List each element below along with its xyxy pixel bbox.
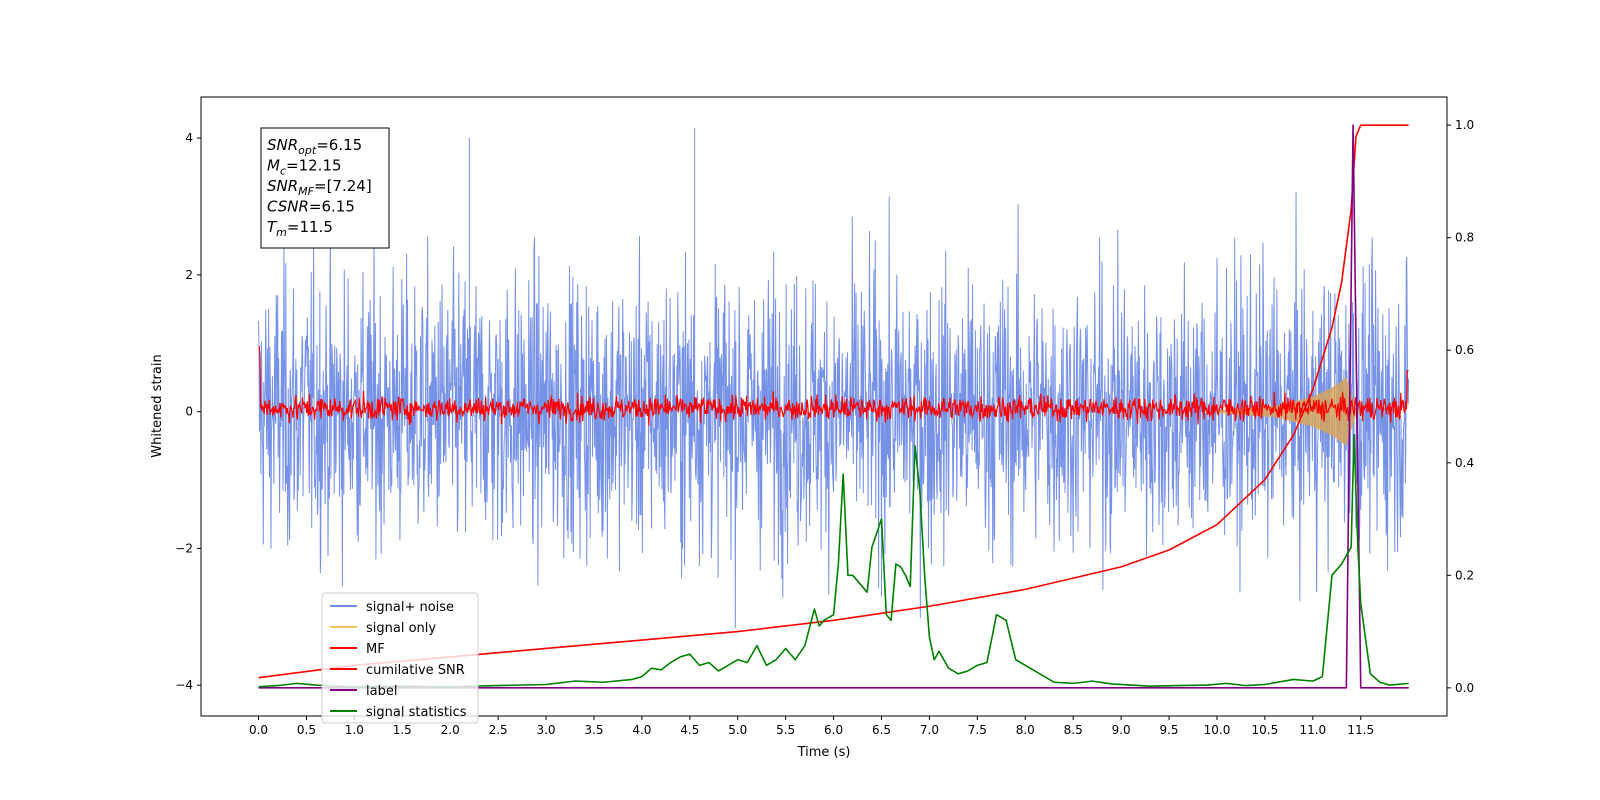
- annotation-line: CSNR=6.15: [267, 198, 355, 216]
- legend-label: signal statistics: [366, 705, 467, 720]
- y-axis-left: 4 2 0 −2 −4: [175, 131, 201, 692]
- x-tick-label: 6.5: [872, 723, 891, 737]
- y-right-tick-label: 0.2: [1455, 568, 1474, 582]
- x-axis-label: Time (s): [797, 745, 851, 760]
- x-tick-label: 1.0: [345, 723, 364, 737]
- x-tick-label: 11.0: [1299, 723, 1326, 737]
- legend-frame: [321, 592, 479, 724]
- x-axis: 0.0 0.5 1.0 1.5 2.0 2.5 3.0 3.5 4.0 4.5 5.0 5.5 6.0 6…: [249, 716, 1374, 737]
- x-tick-label: 2.0: [441, 723, 460, 737]
- y-axis-label: Whitened strain: [150, 354, 165, 457]
- annotation-frame: [260, 127, 390, 249]
- x-tick-label: 0.0: [249, 723, 268, 737]
- plot-frame: [200, 96, 1448, 717]
- x-tick-label: 10.5: [1252, 723, 1279, 737]
- legend-label: signal+ noise: [366, 600, 454, 615]
- y-right-tick-label: 0.6: [1455, 343, 1474, 357]
- x-tick-label: 7.5: [968, 723, 987, 737]
- x-tick-label: 0.5: [297, 723, 316, 737]
- x-tick-label: 10.0: [1204, 723, 1231, 737]
- y-tick-label: 4: [185, 131, 193, 145]
- x-tick-label: 5.0: [728, 723, 747, 737]
- legend-label: cumilative SNR: [366, 663, 465, 678]
- noise-trace: [258, 127, 1410, 628]
- x-tick-label: 4.5: [680, 723, 699, 737]
- annotation-line: SNRMF=[7.24]: [267, 177, 372, 198]
- x-tick-label: 4.0: [632, 723, 651, 737]
- x-tick-label: 9.5: [1159, 723, 1178, 737]
- x-tick-label: 11.5: [1347, 723, 1374, 737]
- y-right-tick-label: 0.4: [1455, 456, 1474, 470]
- x-tick-label: 3.0: [536, 723, 555, 737]
- x-tick-label: 2.5: [489, 723, 508, 737]
- x-tick-label: 6.0: [824, 723, 843, 737]
- annotation-line: Tm=11.5: [267, 218, 333, 239]
- x-tick-label: 8.0: [1016, 723, 1035, 737]
- y-tick-label: 0: [185, 405, 193, 419]
- y-right-tick-label: 0.0: [1455, 681, 1474, 695]
- legend: signal+ noise signal only MF cumilative SNR…: [321, 592, 479, 724]
- annotation-line: SNRopt=6.15: [267, 136, 362, 157]
- legend-label: label: [366, 684, 397, 699]
- annotation-line: Mc=12.15: [267, 157, 342, 178]
- legend-label: MF: [366, 642, 385, 657]
- x-tick-label: 9.0: [1112, 723, 1131, 737]
- series-label: [258, 124, 1409, 689]
- y-tick-label: −2: [175, 541, 193, 555]
- x-tick-label: 8.5: [1064, 723, 1083, 737]
- signal-statistics-line: [258, 433, 1409, 688]
- x-tick-label: 7.0: [920, 723, 939, 737]
- y-tick-label: 2: [185, 268, 193, 282]
- annotation-box: SNRopt=6.15Mc=12.15SNRMF=[7.24]CSNR=6.15…: [260, 127, 390, 249]
- plot-area: [258, 124, 1410, 689]
- series-signal-noise: [258, 127, 1410, 628]
- mf-trace: [258, 346, 1409, 426]
- x-tick-label: 3.5: [584, 723, 603, 737]
- y-axis-right: 1.0 0.8 0.6 0.4 0.2 0.0: [1447, 118, 1474, 695]
- y-right-tick-label: 0.8: [1455, 231, 1474, 245]
- legend-label: signal only: [366, 621, 436, 636]
- y-right-tick-label: 1.0: [1455, 118, 1474, 132]
- x-tick-label: 5.5: [776, 723, 795, 737]
- x-tick-label: 1.5: [393, 723, 412, 737]
- series-signal-statistics: [258, 433, 1409, 688]
- y-tick-label: −4: [175, 678, 193, 692]
- series-mf: [258, 346, 1409, 426]
